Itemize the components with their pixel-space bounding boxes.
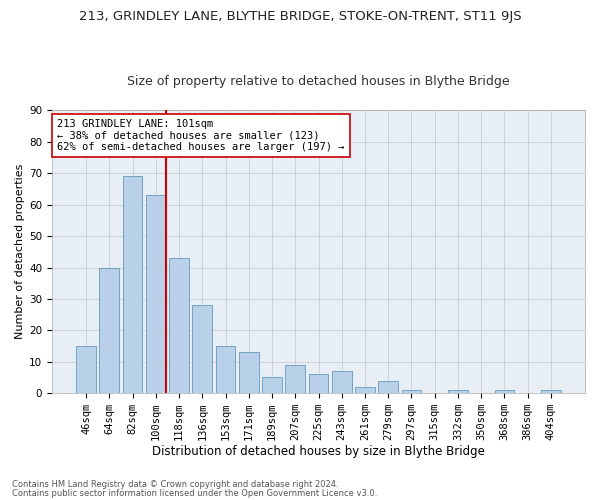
Bar [239, 352, 259, 393]
Bar [262, 378, 282, 393]
X-axis label: Distribution of detached houses by size in Blythe Bridge: Distribution of detached houses by size … [152, 444, 485, 458]
Text: Contains HM Land Registry data © Crown copyright and database right 2024.: Contains HM Land Registry data © Crown c… [12, 480, 338, 489]
Text: 213, GRINDLEY LANE, BLYTHE BRIDGE, STOKE-ON-TRENT, ST11 9JS: 213, GRINDLEY LANE, BLYTHE BRIDGE, STOKE… [79, 10, 521, 23]
Y-axis label: Number of detached properties: Number of detached properties [15, 164, 25, 340]
Bar [401, 390, 421, 393]
Bar [215, 346, 235, 393]
Bar [355, 387, 375, 393]
Bar [286, 365, 305, 393]
Text: Contains public sector information licensed under the Open Government Licence v3: Contains public sector information licen… [12, 488, 377, 498]
Bar [123, 176, 142, 393]
Bar [541, 390, 561, 393]
Bar [448, 390, 468, 393]
Bar [169, 258, 189, 393]
Bar [494, 390, 514, 393]
Bar [100, 268, 119, 393]
Bar [193, 305, 212, 393]
Title: Size of property relative to detached houses in Blythe Bridge: Size of property relative to detached ho… [127, 76, 510, 88]
Text: 213 GRINDLEY LANE: 101sqm
← 38% of detached houses are smaller (123)
62% of semi: 213 GRINDLEY LANE: 101sqm ← 38% of detac… [58, 119, 345, 152]
Bar [308, 374, 328, 393]
Bar [332, 371, 352, 393]
Bar [146, 196, 166, 393]
Bar [379, 380, 398, 393]
Bar [76, 346, 96, 393]
